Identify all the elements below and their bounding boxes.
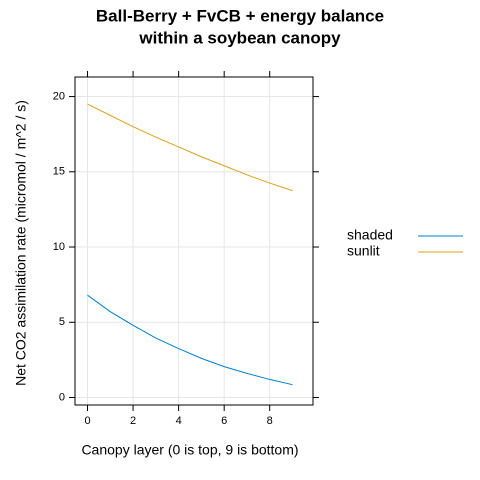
y-tick-label: 5	[59, 316, 65, 328]
x-tick-label: 8	[267, 415, 273, 427]
line	[87, 294, 293, 386]
x-axis-label: Canopy layer (0 is top, 9 is bottom)	[81, 442, 298, 458]
y-tick-label: 20	[53, 90, 65, 102]
y-tick-label: 15	[53, 166, 65, 178]
plot-frame	[74, 76, 314, 406]
y-tick-label: 10	[53, 241, 65, 253]
x-tick-label: 0	[84, 415, 90, 427]
legend-label: sunlit	[347, 243, 380, 259]
line	[87, 103, 293, 192]
y-axis-label: Net CO2 assimilation rate (micromol / m^…	[13, 100, 29, 386]
y-tick-label: 0	[59, 391, 65, 403]
legend-label: shaded	[347, 227, 393, 243]
chart-title: within a soybean canopy	[138, 28, 341, 47]
x-tick-label: 2	[130, 415, 136, 427]
chart-title: Ball-Berry + FvCB + energy balance	[96, 6, 384, 25]
x-tick-label: 6	[221, 415, 227, 427]
x-tick-label: 4	[176, 415, 182, 427]
